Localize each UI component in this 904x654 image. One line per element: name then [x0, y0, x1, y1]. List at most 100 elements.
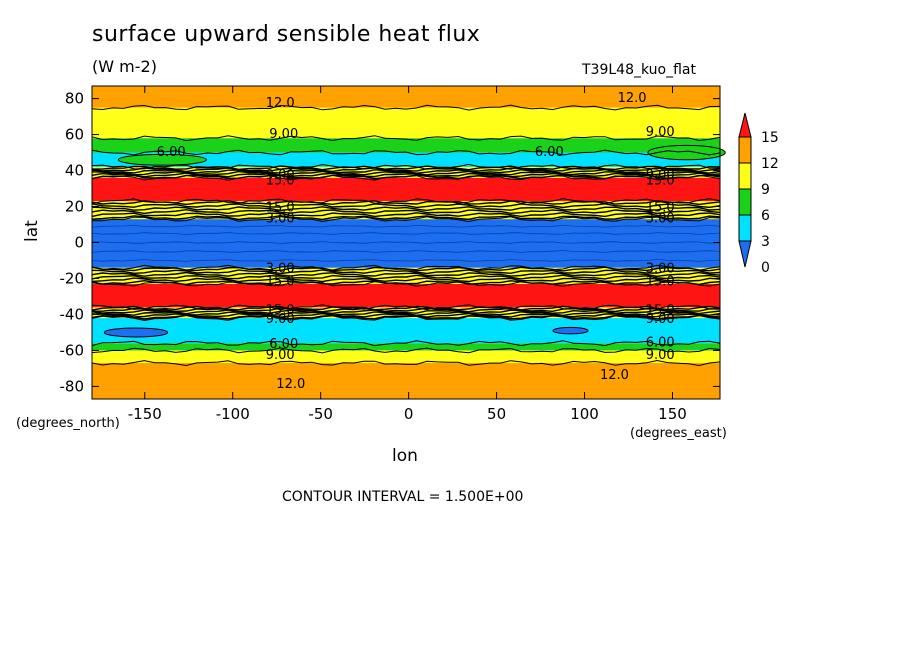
- contour-line-11: [91, 149, 721, 156]
- x-axis-units: (degrees_east): [630, 426, 727, 441]
- x-tick-label-5: 100: [570, 405, 599, 423]
- contour-line-8: [91, 198, 721, 205]
- contour-line-10: [91, 163, 721, 170]
- contour-label-20: 15.0: [646, 303, 675, 318]
- contour-line-dense-0-5: [91, 266, 721, 272]
- contour-label-10: 15.0: [266, 201, 295, 216]
- contour-line-7: [92, 216, 721, 223]
- x-axis-label: lon: [392, 446, 418, 466]
- contour-patch-1: [552, 326, 589, 335]
- contour-band-1: [92, 350, 720, 364]
- contour-label-8: 9.00: [646, 168, 675, 183]
- contour-label-26: 12.0: [276, 377, 305, 392]
- colorbar-label-2: 9: [761, 182, 770, 198]
- contour-line-tropics-3: [91, 232, 721, 235]
- contour-line-dense-0-3: [91, 271, 721, 278]
- contour-label-12: 15.0: [646, 201, 675, 216]
- contour-band-3: [92, 318, 720, 344]
- y-tick-label-1: -60: [60, 341, 85, 359]
- contour-patch-2: [647, 144, 726, 161]
- contour-label-25: 9.00: [646, 348, 675, 363]
- contour-label-11: 3.00: [266, 211, 295, 226]
- contour-line-13: [91, 104, 721, 111]
- contour-line-1: [91, 347, 721, 354]
- y-tick-label-4: 0: [74, 234, 84, 252]
- contour-line-dense-0-2: [91, 274, 721, 280]
- contour-interval-note: CONTOUR INTERVAL = 1.500E+00: [282, 489, 524, 505]
- contour-label-9: 15.0: [646, 174, 675, 189]
- contour-line-0: [91, 359, 721, 367]
- contour-label-23: 6.00: [646, 335, 675, 350]
- contour-line-dense-1-2: [91, 208, 721, 215]
- contour-band-11: [92, 152, 720, 167]
- contour-line-tropics-1: [91, 250, 721, 253]
- contour-line-dense-0-0: [91, 279, 721, 286]
- contour-line-dense-3-3: [91, 309, 721, 315]
- colorbar-label-5: 0: [761, 260, 770, 276]
- contour-band-13: [92, 107, 720, 139]
- contour-line-12: [91, 135, 721, 142]
- contour-line-dense-3-4: [92, 307, 721, 313]
- colorbar-segment-2: [738, 188, 752, 216]
- contour-line-dense-3-5: [91, 305, 721, 311]
- x-tick-label-1: -100: [216, 405, 250, 423]
- contour-label-14: 3.00: [266, 262, 295, 277]
- colorbar-label-0: 15: [761, 130, 779, 146]
- contour-line-dense-0-1: [91, 277, 721, 283]
- x-tick-label-6: 150: [658, 405, 687, 423]
- colorbar-segment-1: [738, 162, 752, 190]
- contour-label-16: 3.00: [646, 262, 675, 277]
- contour-label-24: 9.00: [266, 348, 295, 363]
- contour-label-2: 9.00: [269, 127, 298, 142]
- contour-label-19: 9.00: [266, 312, 295, 327]
- contour-label-0: 12.0: [266, 96, 295, 111]
- contour-line-dense-2-4: [91, 167, 721, 173]
- y-tick-label-2: -40: [60, 305, 85, 323]
- colorbar-top-arrow: [738, 112, 752, 138]
- y-tick-label-3: -20: [60, 269, 85, 287]
- contour-label-7: 15.0: [266, 174, 295, 189]
- contour-band-0: [92, 363, 720, 399]
- contour-band-14: [92, 86, 720, 108]
- contour-line-tropics-4: [91, 224, 721, 228]
- contour-band-12: [92, 138, 720, 153]
- y-tick-label-0: -80: [60, 377, 85, 395]
- colorbar-label-1: 12: [761, 156, 779, 172]
- contour-label-1: 12.0: [618, 91, 647, 106]
- y-axis-label: lat: [22, 220, 42, 242]
- y-tick-label-7: 60: [65, 126, 84, 144]
- chart-title: surface upward sensible heat flux: [92, 22, 481, 47]
- colorbar-label-4: 3: [761, 234, 770, 250]
- contour-line-tropics-0: [91, 259, 721, 262]
- contour-line-dense-1-0: [91, 214, 721, 221]
- contour-label-13: 3.00: [646, 211, 675, 226]
- contour-band-9: [92, 177, 720, 202]
- run-id-label: T39L48_kuo_flat: [582, 62, 696, 78]
- x-tick-label-3: 0: [404, 405, 414, 423]
- contour-line-dense-1-4: [91, 203, 721, 209]
- contour-patch-0: [103, 327, 169, 338]
- contour-label-18: 15.0: [266, 303, 295, 318]
- contour-label-17: 15.0: [646, 274, 675, 289]
- contour-band-5: [92, 283, 720, 308]
- contour-label-4: 6.00: [157, 145, 186, 160]
- colorbar-bottom-arrow: [738, 240, 752, 268]
- chart-units: (W m-2): [92, 57, 157, 76]
- y-tick-label-8: 80: [65, 90, 84, 108]
- contour-label-27: 12.0: [600, 368, 629, 383]
- colorbar-segment-0: [738, 136, 752, 164]
- contour-label-22: 6.00: [269, 337, 298, 352]
- contour-label-15: 15.0: [266, 274, 295, 289]
- colorbar-segment-3: [738, 214, 752, 242]
- contour-line-dense-2-5: [92, 165, 721, 171]
- x-tick-label-2: -50: [308, 405, 333, 423]
- contour-label-6: 9.00: [266, 168, 295, 183]
- contour-line-2: [91, 340, 721, 347]
- contour-line-dense-0-4: [91, 269, 721, 275]
- contour-band-2: [92, 343, 720, 351]
- contour-label-3: 9.00: [646, 125, 675, 140]
- contour-line-dense-1-3: [91, 206, 721, 212]
- contour-label-5: 6.00: [535, 145, 564, 160]
- y-tick-label-6: 40: [65, 162, 84, 180]
